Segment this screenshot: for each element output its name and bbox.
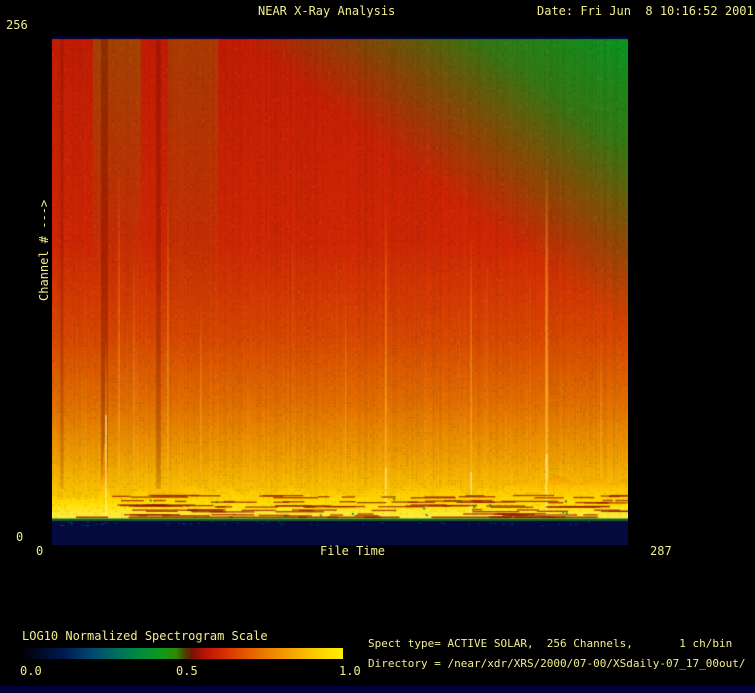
colorbar-tick-max: 1.0 xyxy=(339,664,361,678)
colorbar-tick-mid: 0.5 xyxy=(176,664,198,678)
colorbar-gradient xyxy=(22,648,343,659)
y-axis-min-label: 0 xyxy=(16,530,24,544)
colorbar-title: LOG10 Normalized Spectrogram Scale xyxy=(22,629,268,643)
x-axis-title: File Time xyxy=(320,544,386,558)
x-axis-min-label: 0 xyxy=(36,544,44,558)
y-axis-max-label: 256 xyxy=(6,18,28,32)
spect-type-line: Spect type= ACTIVE SOLAR, 256 Channels, … xyxy=(368,637,733,650)
directory-line: Directory = /near/xdr/XRS/2000/07-00/XSd… xyxy=(368,657,746,670)
bottom-strip xyxy=(0,686,755,693)
x-axis-max-label: 287 xyxy=(650,544,672,558)
page-title: NEAR X-Ray Analysis xyxy=(258,4,396,18)
spectrogram-plot xyxy=(52,36,628,545)
colorbar-tick-min: 0.0 xyxy=(20,664,42,678)
spectrogram-canvas xyxy=(52,36,628,545)
y-axis-title: Channel # ---> xyxy=(37,199,51,301)
date-label: Date: Fri Jun 8 10:16:52 2001 xyxy=(537,4,754,18)
